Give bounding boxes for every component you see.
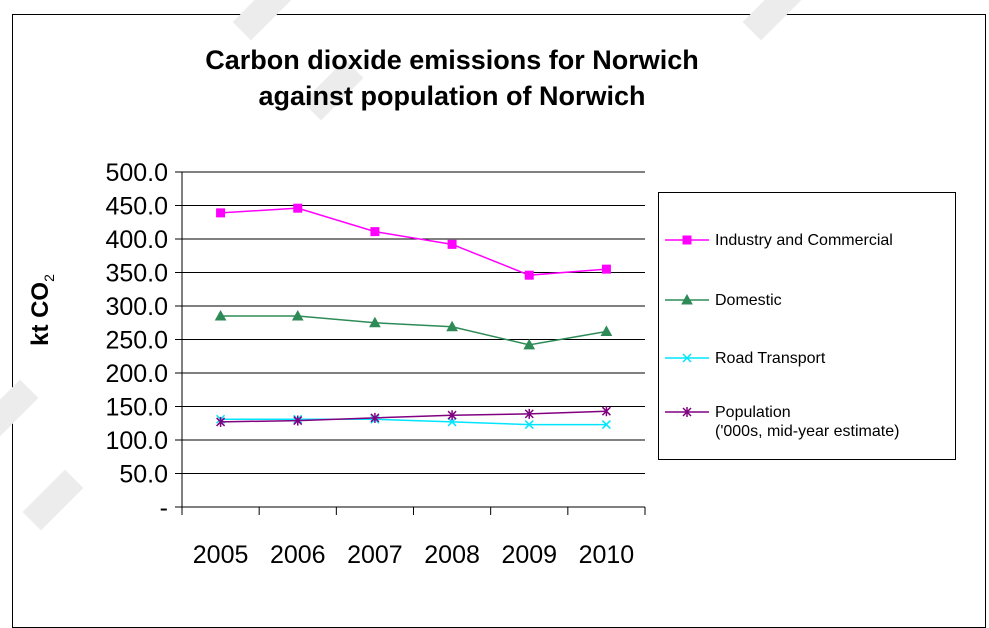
data-point [523,338,536,350]
marker-stroke [682,353,692,363]
series-line [220,410,607,423]
chart-title: Carbon dioxide emissions for Norwich aga… [205,45,699,111]
series-1 [214,310,613,350]
y-tick-label: 150.0 [105,394,168,422]
data-point [370,227,380,237]
y-tick-label: 300.0 [105,293,168,321]
label-layer: - 50.0 100.0 150.0 200.0 250.0 300.0 350.0 400.0… [105,159,634,569]
data-point [601,420,611,430]
data-point [293,203,303,213]
y-tick-label: 450.0 [105,193,168,221]
legend-label: Domestic [715,292,782,309]
series-layer [214,203,613,430]
legend-item: Domestic [659,289,955,329]
legend-label: Industry and Commercial [715,232,893,249]
marker-stroke [447,417,457,427]
legend-key-marker [682,235,692,245]
legend: Industry and Commercial Domestic Road Tran… [658,192,956,460]
legend-key [665,235,709,245]
data-point [369,316,381,328]
y-tick-label: 250.0 [105,327,168,355]
data-point [524,408,534,419]
y-axis-label: kt CO2 [27,274,57,346]
series-line [220,315,607,346]
data-point [216,208,226,218]
y-axis-label-text: kt CO [27,281,55,346]
series-0 [216,203,611,280]
data-point [524,270,534,280]
legend-key-marker [682,353,692,363]
y-axis-label-subscript: 2 [40,274,57,282]
legend-label: Road Transport [715,350,826,367]
x-tick-label: 2007 [347,541,403,569]
legend-key [665,353,709,363]
data-point [447,417,457,427]
legend-key [665,407,709,417]
legend-item: Population ('000s, mid-year estimate) [659,401,955,441]
y-tick-label: - [160,494,168,522]
x-tick-label: 2010 [579,541,635,569]
grid-layer [182,171,645,474]
data-point [524,420,534,430]
x-tick-label: 2005 [193,541,249,569]
data-point [447,239,457,249]
x-tick-label: 2008 [424,541,480,569]
legend-item: Road Transport [659,347,955,387]
data-point [293,415,303,426]
series-line [220,207,607,276]
y-tick-label: 500.0 [105,159,168,187]
legend-key [665,293,709,305]
y-tick-label: 100.0 [105,427,168,455]
y-tick-label: 200.0 [105,360,168,388]
data-point [600,325,613,336]
data-point [291,310,304,321]
data-point [601,406,611,417]
y-tick-label: 350.0 [105,260,168,288]
data-point [216,416,226,427]
y-tick-label: 400.0 [105,226,168,254]
x-tick-label: 2006 [270,541,326,569]
data-point [447,410,457,421]
marker-stroke [524,420,534,430]
legend-key-marker [682,407,692,417]
series-3 [216,406,611,427]
marker-stroke [601,420,611,430]
y-tick-label: 50.0 [119,461,168,489]
legend-label: Population ('000s, mid-year estimate) [715,404,900,440]
data-point [446,320,458,332]
x-tick-label: 2009 [501,541,557,569]
data-point [214,310,227,321]
axis-layer [175,171,646,515]
data-point [601,264,611,274]
series-line [220,418,607,426]
legend-item: Industry and Commercial [659,229,955,269]
legend-key-marker [681,293,693,305]
data-point [370,412,380,423]
